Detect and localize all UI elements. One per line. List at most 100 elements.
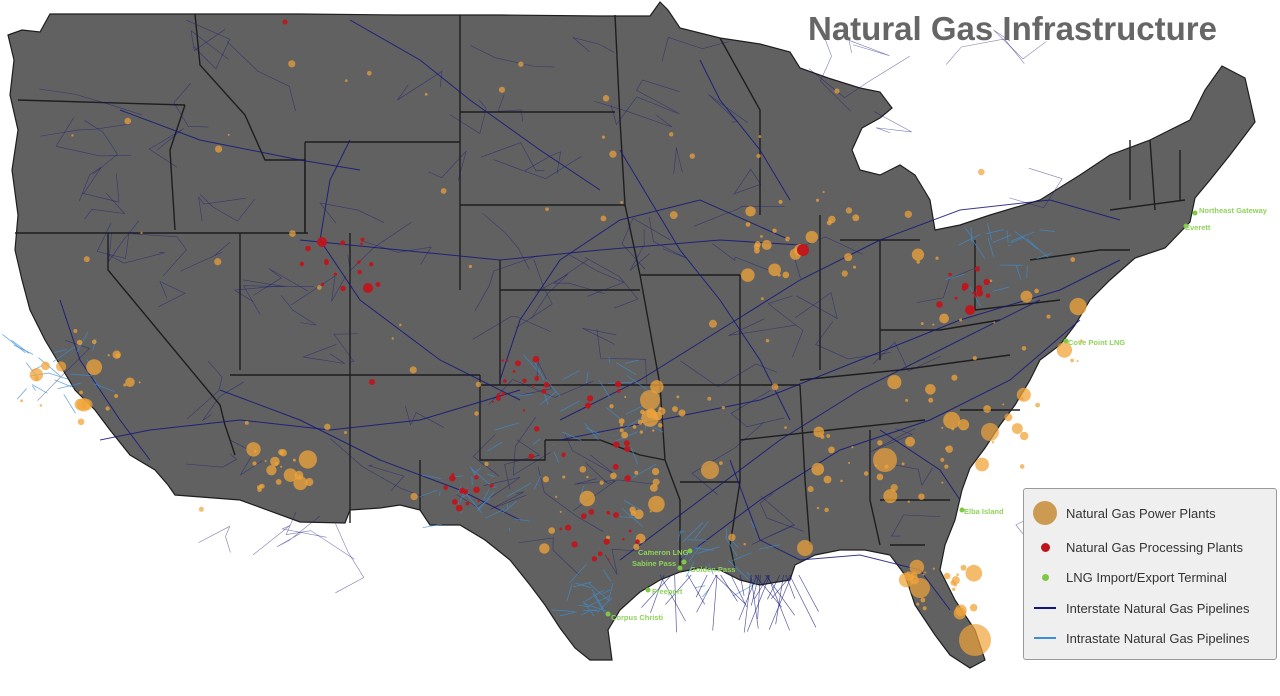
intrastate-pipeline-5-15 bbox=[958, 233, 981, 246]
power-plant-dot-83 bbox=[633, 509, 644, 520]
power-plant-dot-165 bbox=[632, 425, 637, 429]
power-plant-dot-236 bbox=[424, 92, 428, 96]
offshore-pipeline-29 bbox=[785, 574, 796, 599]
interstate-pipeline-fragment-29 bbox=[516, 259, 553, 328]
processing-plant-dot-73 bbox=[496, 393, 500, 397]
intrastate-pipeline-1-4 bbox=[552, 443, 554, 446]
power-plant-dot-162 bbox=[618, 418, 625, 425]
processing-plant-dot-60 bbox=[443, 485, 448, 490]
intrastate-pipeline-3-9 bbox=[724, 536, 738, 557]
interstate-pipeline-fragment-74 bbox=[148, 128, 184, 168]
processing-plant-dot-22 bbox=[614, 381, 622, 388]
intrastate-pipeline-4-5 bbox=[419, 489, 437, 498]
interstate-pipeline-fragment-49 bbox=[158, 281, 186, 308]
power-plant-dot-202 bbox=[719, 461, 723, 466]
power-plant-dot-36 bbox=[941, 481, 944, 484]
power-plant-dot-144 bbox=[944, 464, 949, 469]
interstate-pipeline-fragment-25 bbox=[242, 279, 285, 315]
power-plant-dot-205 bbox=[689, 153, 696, 159]
intrastate-pipeline-2-13 bbox=[2, 333, 26, 354]
processing-plant-dot-20 bbox=[584, 402, 592, 409]
processing-plant-dot-11 bbox=[976, 289, 984, 297]
power-plant-dot-39 bbox=[945, 445, 954, 453]
processing-plant-dot-77 bbox=[541, 389, 547, 394]
power-plant-dot-73 bbox=[555, 495, 558, 498]
power-plant-dot-246 bbox=[822, 190, 825, 194]
interstate-pipeline-4 bbox=[319, 139, 521, 401]
processing-plant-dot-85 bbox=[363, 283, 373, 293]
processing-plant-dot-13 bbox=[948, 272, 952, 277]
power-plant-dot-130 bbox=[760, 235, 763, 238]
intrastate-pipeline-5-19 bbox=[1026, 238, 1049, 258]
power-plant-dot-207 bbox=[602, 95, 610, 102]
power-plant-dot-223 bbox=[579, 466, 587, 473]
intrastate-pipeline-4-9 bbox=[506, 503, 509, 510]
offshore-pipeline-27 bbox=[771, 574, 792, 600]
intrastate-pipeline-5-17 bbox=[1036, 252, 1052, 260]
power-plant-dot-141 bbox=[901, 462, 905, 466]
interstate-pipeline-fragment-58 bbox=[285, 511, 355, 560]
intrastate-pipeline-3-15 bbox=[758, 544, 781, 550]
power-plant-dot-229 bbox=[708, 319, 717, 328]
processing-plant-dot-47 bbox=[333, 272, 338, 276]
power-plant-dot-3 bbox=[1020, 290, 1033, 303]
interstate-pipeline-15 bbox=[219, 389, 521, 521]
power-plant-dot-33 bbox=[851, 446, 854, 449]
interstate-pipeline-fragment-62 bbox=[733, 168, 762, 195]
intrastate-pipeline-2-9 bbox=[16, 388, 27, 400]
power-plant-dot-129 bbox=[805, 230, 818, 244]
processing-plant-dot-71 bbox=[522, 378, 527, 384]
processing-plant-dot-89 bbox=[369, 379, 375, 385]
power-plant-dot-140 bbox=[941, 426, 944, 429]
intrastate-pipeline-2-0 bbox=[76, 332, 89, 352]
processing-plant-dot-2 bbox=[954, 296, 958, 300]
state-borders bbox=[15, 13, 1186, 570]
power-plant-dot-138 bbox=[957, 419, 970, 431]
power-plant-dot-219 bbox=[890, 483, 898, 492]
interstate-pipeline-2 bbox=[619, 299, 1041, 561]
intrastate-pipeline-2-11 bbox=[31, 384, 48, 394]
power-plant-dot-11 bbox=[1034, 288, 1039, 294]
intrastate-pipeline-4-4 bbox=[462, 492, 470, 498]
power-plant-dot-13 bbox=[1021, 346, 1027, 351]
legend-row-intrastate: Intrastate Natural Gas Pipelines bbox=[1024, 626, 1276, 650]
power-plant-dot-233 bbox=[83, 256, 90, 263]
power-plant-dot-215 bbox=[609, 150, 617, 158]
intrastate-pipeline-5-21 bbox=[1015, 264, 1022, 280]
power-plant-dot-136 bbox=[1002, 403, 1005, 406]
power-plant-dot-193 bbox=[252, 461, 257, 466]
power-plant-dot-173 bbox=[609, 404, 614, 409]
power-plant-dot-151 bbox=[945, 447, 948, 450]
power-plant-dot-9 bbox=[1070, 257, 1076, 262]
processing-plant-dot-9 bbox=[973, 294, 977, 298]
power-plant-dot-119 bbox=[844, 253, 853, 262]
power-plant-dot-49 bbox=[909, 559, 925, 575]
processing-plant-dot-28 bbox=[597, 551, 603, 557]
interstate-pipeline-fragment-88 bbox=[751, 495, 796, 545]
power-plant-dot-248 bbox=[73, 329, 78, 333]
power-plant-dot-10 bbox=[911, 248, 925, 261]
power-plant-dot-238 bbox=[498, 86, 506, 93]
map-title: Natural Gas Infrastructure bbox=[808, 10, 1217, 47]
offshore-pipeline-28 bbox=[687, 574, 705, 605]
processing-plant-dot-72 bbox=[531, 384, 535, 388]
processing-plant-dot-57 bbox=[451, 473, 455, 476]
pipeline-network bbox=[2, 19, 1121, 633]
power-plant-dot-18 bbox=[1079, 339, 1083, 343]
power-plant-dot-29 bbox=[907, 500, 910, 503]
power-plant-dot-75 bbox=[539, 543, 550, 554]
interstate-pipeline-fragment-109 bbox=[230, 440, 263, 476]
intrastate-pipeline-1-10 bbox=[522, 354, 540, 373]
interstate-pipeline-fragment-17 bbox=[474, 255, 539, 312]
power-plant-dot-67 bbox=[649, 483, 658, 492]
power-plant-dot-168 bbox=[652, 429, 655, 432]
power-plant-dot-47 bbox=[932, 567, 935, 570]
intrastate-pipeline-0-20 bbox=[539, 391, 557, 405]
interstate-pipeline-fragment-80 bbox=[449, 99, 487, 135]
lng-terminal-swatch bbox=[1041, 573, 1049, 581]
intrastate-pipeline-6-8 bbox=[602, 589, 611, 595]
interstate-pipeline-fragment-50 bbox=[132, 233, 187, 276]
power-plant-dot-213 bbox=[288, 60, 296, 68]
power-plant-dot-97 bbox=[105, 406, 110, 411]
